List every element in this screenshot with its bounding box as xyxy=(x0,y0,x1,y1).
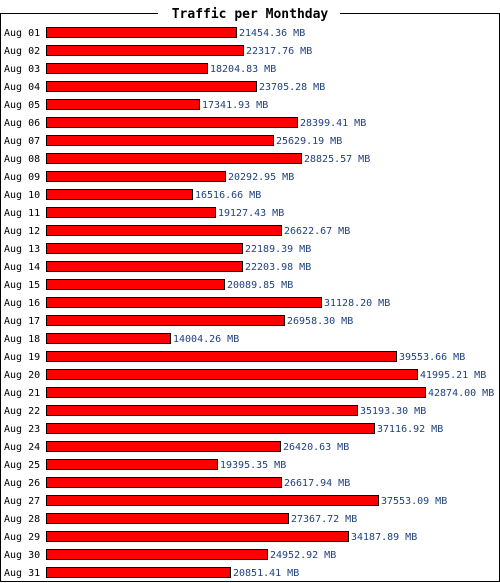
bar xyxy=(46,279,225,290)
value-label: 28399.41 MB xyxy=(300,118,366,129)
value-label: 27367.72 MB xyxy=(291,514,357,525)
bar xyxy=(46,495,379,506)
value-label: 26622.67 MB xyxy=(284,226,350,237)
bar xyxy=(46,207,216,218)
category-label: Aug 23 xyxy=(4,424,40,435)
category-label: Aug 28 xyxy=(4,514,40,525)
value-label: 26420.63 MB xyxy=(283,442,349,453)
category-label: Aug 13 xyxy=(4,244,40,255)
bar xyxy=(46,513,289,524)
bar xyxy=(46,225,282,236)
value-label: 22189.39 MB xyxy=(245,244,311,255)
category-label: Aug 08 xyxy=(4,154,40,165)
bar xyxy=(46,45,244,56)
value-label: 37116.92 MB xyxy=(377,424,443,435)
bar xyxy=(46,63,208,74)
bar xyxy=(46,531,349,542)
category-label: Aug 04 xyxy=(4,82,40,93)
category-label: Aug 24 xyxy=(4,442,40,453)
bar xyxy=(46,117,298,128)
category-label: Aug 01 xyxy=(4,28,40,39)
value-label: 20292.95 MB xyxy=(228,172,294,183)
bar xyxy=(46,153,302,164)
bar-rows: Aug 01 21454.36 MB Aug 02 22317.76 MB Aug 03… xyxy=(4,27,494,579)
category-label: Aug 21 xyxy=(4,388,40,399)
value-label: 34187.89 MB xyxy=(351,532,417,543)
value-label: 18204.83 MB xyxy=(210,64,276,75)
value-label: 22203.98 MB xyxy=(245,262,311,273)
chart-title: Traffic per Monthday xyxy=(172,7,329,22)
bar xyxy=(46,567,231,578)
category-label: Aug 11 xyxy=(4,208,40,219)
category-label: Aug 25 xyxy=(4,460,40,471)
category-label: Aug 12 xyxy=(4,226,40,237)
value-label: 20851.41 MB xyxy=(233,568,299,579)
value-label: 31128.20 MB xyxy=(324,298,390,309)
title-background xyxy=(158,5,340,21)
category-label: Aug 22 xyxy=(4,406,40,417)
value-label: 23705.28 MB xyxy=(259,82,325,93)
bar xyxy=(46,315,285,326)
bar xyxy=(46,297,322,308)
value-label: 17341.93 MB xyxy=(202,100,268,111)
bar xyxy=(46,333,171,344)
value-label: 22317.76 MB xyxy=(246,46,312,57)
value-label: 35193.30 MB xyxy=(360,406,426,417)
value-label: 16516.66 MB xyxy=(195,190,261,201)
category-label: Aug 18 xyxy=(4,334,40,345)
bar xyxy=(46,369,418,380)
category-label: Aug 14 xyxy=(4,262,40,273)
value-label: 42874.00 MB xyxy=(428,388,494,399)
bar xyxy=(46,423,375,434)
bar xyxy=(46,549,268,560)
bar xyxy=(46,135,274,146)
bar xyxy=(46,351,397,362)
bar xyxy=(46,189,193,200)
category-label: Aug 07 xyxy=(4,136,40,147)
category-label: Aug 17 xyxy=(4,316,40,327)
category-label: Aug 03 xyxy=(4,64,40,75)
value-label: 25629.19 MB xyxy=(276,136,342,147)
category-label: Aug 10 xyxy=(4,190,40,201)
bar xyxy=(46,27,237,38)
bar xyxy=(46,405,358,416)
value-label: 37553.09 MB xyxy=(381,496,447,507)
category-label: Aug 02 xyxy=(4,46,40,57)
category-label: Aug 30 xyxy=(4,550,40,561)
bar xyxy=(46,261,243,272)
value-label: 21454.36 MB xyxy=(239,28,305,39)
bar xyxy=(46,243,243,254)
category-label: Aug 29 xyxy=(4,532,40,543)
value-label: 39553.66 MB xyxy=(399,352,465,363)
category-label: Aug 15 xyxy=(4,280,40,291)
value-label: 26617.94 MB xyxy=(284,478,350,489)
value-label: 41995.21 MB xyxy=(420,370,486,381)
category-label: Aug 31 xyxy=(4,568,40,579)
bar xyxy=(46,459,218,470)
value-label: 26958.30 MB xyxy=(287,316,353,327)
bar xyxy=(46,387,426,398)
value-label: 24952.92 MB xyxy=(270,550,336,561)
value-label: 28825.57 MB xyxy=(304,154,370,165)
category-label: Aug 26 xyxy=(4,478,40,489)
bar xyxy=(46,441,281,452)
category-label: Aug 06 xyxy=(4,118,40,129)
category-label: Aug 27 xyxy=(4,496,40,507)
bar xyxy=(46,477,282,488)
category-label: Aug 19 xyxy=(4,352,40,363)
bar xyxy=(46,99,200,110)
category-label: Aug 09 xyxy=(4,172,40,183)
bar xyxy=(46,171,226,182)
value-label: 20089.85 MB xyxy=(227,280,293,291)
category-label: Aug 05 xyxy=(4,100,40,111)
value-label: 19127.43 MB xyxy=(218,208,284,219)
bar xyxy=(46,81,257,92)
value-label: 19395.35 MB xyxy=(220,460,286,471)
value-label: 14004.26 MB xyxy=(173,334,239,345)
category-label: Aug 20 xyxy=(4,370,40,381)
category-label: Aug 16 xyxy=(4,298,40,309)
